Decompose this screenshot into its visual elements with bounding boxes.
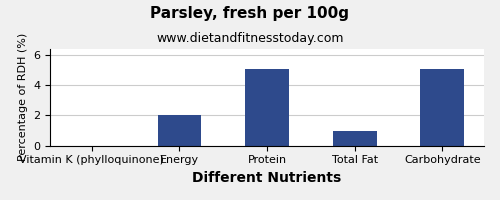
- X-axis label: Different Nutrients: Different Nutrients: [192, 171, 342, 185]
- Text: Parsley, fresh per 100g: Parsley, fresh per 100g: [150, 6, 350, 21]
- Bar: [420, 69, 464, 146]
- Text: www.dietandfitnesstoday.com: www.dietandfitnesstoday.com: [156, 32, 344, 45]
- Bar: [245, 69, 289, 146]
- Y-axis label: Percentage of RDH (%): Percentage of RDH (%): [18, 33, 28, 161]
- Bar: [158, 115, 202, 146]
- Bar: [333, 131, 376, 146]
